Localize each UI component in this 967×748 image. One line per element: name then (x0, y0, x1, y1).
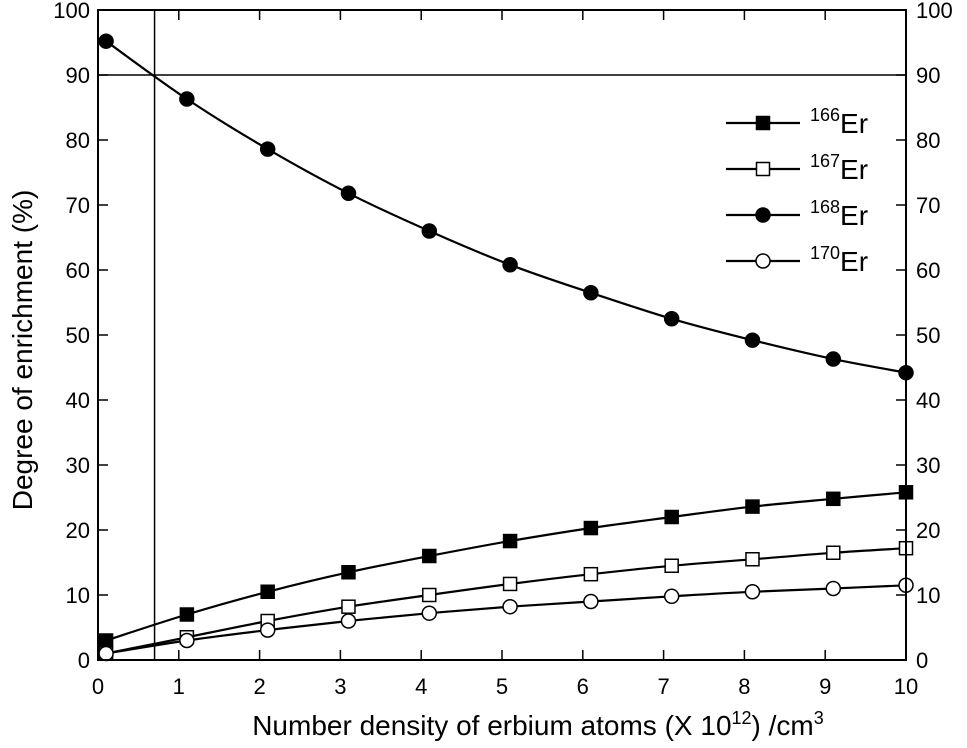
data-point-er168 (663, 311, 680, 327)
y-tick-label-left: 80 (66, 128, 90, 153)
data-point-er168 (744, 332, 761, 348)
data-point-er166 (260, 584, 275, 599)
x-tick-label: 0 (92, 674, 104, 699)
legend-label-er166: 166Er (810, 105, 868, 139)
series-markers (98, 33, 914, 662)
y-tick-label-left: 90 (66, 63, 90, 88)
legend-marker-er167 (755, 161, 771, 177)
y-tick-label-right: 40 (916, 388, 940, 413)
data-point-er166 (502, 533, 518, 549)
data-point-er166 (179, 607, 195, 622)
y-tick-label-left: 40 (66, 388, 90, 413)
data-point-er167 (583, 566, 599, 582)
data-point-er170 (421, 605, 438, 621)
y-tick-label-left: 70 (66, 193, 90, 218)
legend-label-er167: 167Er (810, 151, 868, 185)
data-point-er170 (259, 622, 276, 638)
y-tick-label-right: 50 (916, 323, 940, 348)
data-point-er167 (422, 587, 437, 603)
data-point-er168 (98, 33, 114, 49)
y-tick-label-left: 30 (66, 453, 90, 478)
data-point-er167 (745, 552, 760, 567)
data-point-er166 (98, 633, 114, 648)
x-tick-label: 10 (894, 674, 918, 699)
data-point-er170 (340, 613, 357, 629)
data-point-er170 (98, 645, 114, 662)
y-tick-label-left: 0 (78, 648, 90, 673)
data-point-er170 (502, 598, 518, 615)
data-point-er167 (341, 599, 356, 614)
x-axis-title-main: Number density of erbium atoms (X 10 (252, 710, 731, 741)
x-axis-title-exponent-2: 3 (814, 708, 824, 728)
data-point-er166 (745, 499, 760, 514)
data-point-er168 (502, 257, 518, 273)
y-tick-label-left: 50 (66, 323, 90, 348)
x-axis-title-mid: ) /cm (752, 710, 814, 741)
y-tick-label-right: 90 (916, 63, 940, 88)
y-tick-label-right: 70 (916, 193, 940, 218)
data-point-er167 (502, 576, 518, 592)
data-point-er168 (340, 185, 357, 202)
legend: 166Er 167Er 168Er 170Er (726, 105, 868, 277)
y-tick-label-right: 60 (916, 258, 940, 283)
legend-marker-er168 (755, 207, 771, 223)
data-point-er167 (826, 545, 841, 560)
y-tick-label-right: 20 (916, 518, 940, 543)
series-line-er166 (105, 491, 907, 642)
plot-frame (97, 9, 907, 661)
data-point-er170 (179, 632, 195, 649)
x-axis-title: Number density of erbium atoms (X 1012) … (252, 708, 824, 741)
data-point-er166 (422, 548, 437, 564)
x-tick-label: 6 (577, 674, 589, 699)
legend-label-er168: 168Er (810, 197, 868, 231)
data-point-er168 (259, 141, 276, 157)
legend-marker-er170 (755, 253, 771, 269)
data-point-er166 (341, 565, 356, 580)
data-point-er168 (583, 285, 599, 301)
y-tick-label-right: 10 (916, 583, 940, 608)
data-point-er166 (583, 520, 599, 536)
data-point-er170 (583, 593, 599, 610)
y-tick-label-right: 80 (916, 128, 940, 153)
x-tick-label: 8 (738, 674, 750, 699)
data-point-er168 (421, 223, 438, 239)
data-point-er170 (663, 588, 680, 605)
y-tick-label-left: 20 (66, 518, 90, 543)
data-point-er168 (179, 91, 195, 107)
x-tick-label: 7 (657, 674, 669, 699)
data-point-er170 (744, 584, 761, 600)
series-lines (105, 40, 907, 655)
x-axis-title-exponent-1: 12 (732, 708, 752, 728)
data-point-er168 (825, 351, 842, 367)
y-tick-label-right: 30 (916, 453, 940, 478)
series-line-er170 (105, 584, 907, 655)
x-tick-label: 5 (496, 674, 508, 699)
x-tick-label: 2 (253, 674, 265, 699)
x-tick-label: 1 (173, 674, 185, 699)
y-tick-label-left: 100 (53, 0, 90, 23)
x-tick-label: 9 (819, 674, 831, 699)
series-line-er168 (105, 40, 907, 374)
data-point-er167 (664, 558, 679, 573)
x-tick-label: 4 (415, 674, 427, 699)
legend-marker-er166 (755, 115, 771, 131)
data-point-er170 (825, 580, 842, 597)
data-point-er166 (826, 491, 841, 507)
y-tick-label-left: 10 (66, 583, 90, 608)
y-tick-label-right: 100 (916, 0, 953, 23)
axis-ticks (97, 9, 907, 661)
y-tick-label-left: 60 (66, 258, 90, 283)
legend-label-er170: 170Er (810, 243, 868, 277)
reference-lines (98, 10, 906, 660)
y-tick-label-right: 0 (916, 648, 928, 673)
data-point-er166 (664, 509, 679, 525)
y-axis-title: Degree of enrichment (%) (7, 190, 38, 511)
x-tick-label: 3 (334, 674, 346, 699)
